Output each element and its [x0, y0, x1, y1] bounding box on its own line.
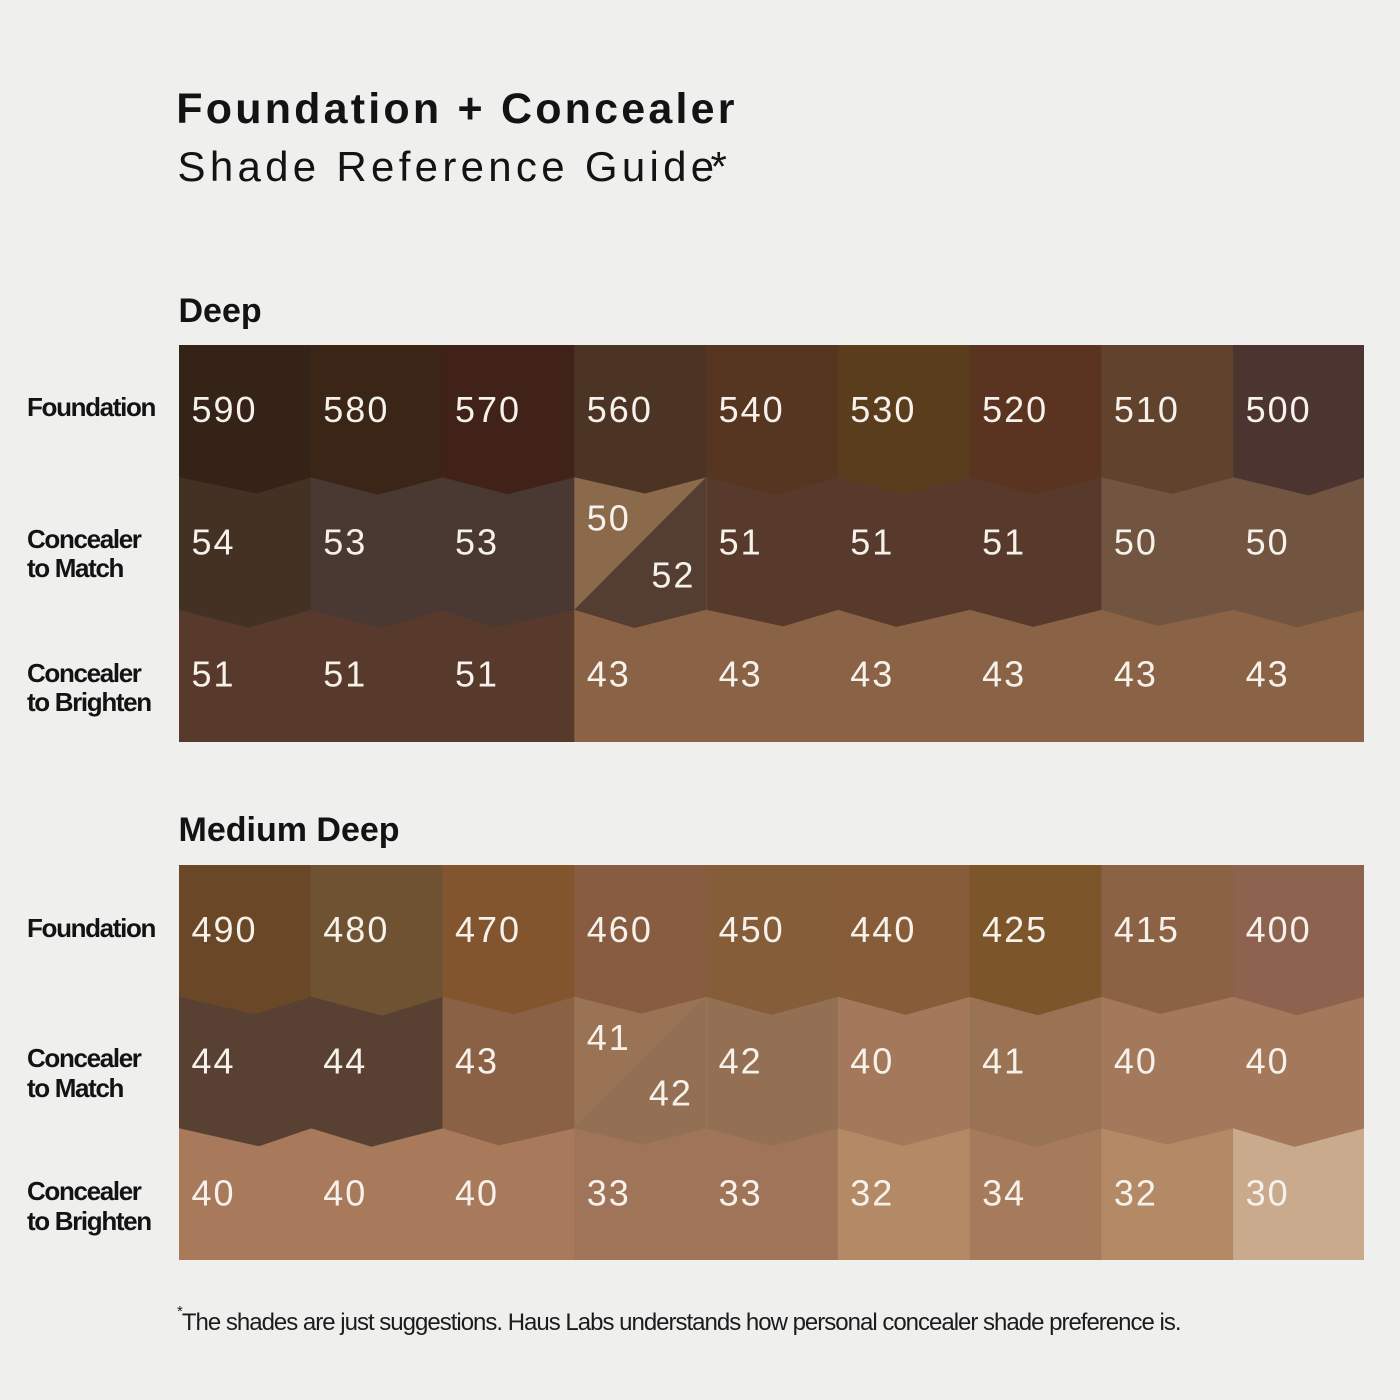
svg-text:44: 44: [191, 1041, 235, 1082]
svg-text:425: 425: [982, 909, 1048, 950]
svg-text:43: 43: [850, 654, 894, 695]
svg-text:33: 33: [586, 1172, 630, 1213]
svg-text:43: 43: [718, 654, 762, 695]
svg-text:42: 42: [718, 1041, 762, 1082]
svg-text:480: 480: [323, 909, 389, 950]
svg-text:43: 43: [1113, 654, 1157, 695]
svg-text:570: 570: [455, 389, 521, 430]
svg-text:42: 42: [648, 1072, 692, 1113]
svg-text:51: 51: [850, 521, 894, 562]
svg-text:33: 33: [718, 1172, 762, 1213]
svg-text:415: 415: [1113, 909, 1179, 950]
svg-text:51: 51: [718, 521, 762, 562]
svg-text:43: 43: [455, 1041, 499, 1082]
svg-text:500: 500: [1245, 389, 1311, 430]
svg-text:450: 450: [718, 909, 784, 950]
svg-text:51: 51: [323, 654, 367, 695]
svg-text:40: 40: [1245, 1041, 1289, 1082]
svg-text:41: 41: [982, 1041, 1026, 1082]
svg-text:40: 40: [1113, 1041, 1157, 1082]
svg-text:510: 510: [1113, 389, 1179, 430]
svg-text:51: 51: [982, 521, 1026, 562]
svg-text:560: 560: [586, 389, 652, 430]
svg-text:580: 580: [323, 389, 389, 430]
svg-text:50: 50: [1245, 521, 1289, 562]
svg-text:41: 41: [586, 1017, 630, 1058]
svg-text:40: 40: [850, 1041, 894, 1082]
svg-text:440: 440: [850, 909, 916, 950]
svg-text:43: 43: [1245, 654, 1289, 695]
svg-text:34: 34: [982, 1172, 1026, 1213]
svg-text:590: 590: [191, 389, 257, 430]
svg-text:40: 40: [455, 1172, 499, 1213]
svg-text:40: 40: [323, 1172, 367, 1213]
svg-text:54: 54: [191, 521, 235, 562]
svg-text:44: 44: [323, 1041, 367, 1082]
svg-text:43: 43: [586, 654, 630, 695]
svg-text:50: 50: [1113, 521, 1157, 562]
svg-text:51: 51: [455, 654, 499, 695]
svg-text:30: 30: [1245, 1172, 1289, 1213]
svg-text:53: 53: [323, 521, 367, 562]
svg-text:490: 490: [191, 909, 257, 950]
svg-text:32: 32: [1113, 1172, 1157, 1213]
svg-text:40: 40: [191, 1172, 235, 1213]
svg-text:520: 520: [982, 389, 1048, 430]
svg-text:400: 400: [1245, 909, 1311, 950]
svg-text:530: 530: [850, 389, 916, 430]
svg-text:470: 470: [455, 909, 521, 950]
svg-text:53: 53: [455, 521, 499, 562]
svg-text:540: 540: [718, 389, 784, 430]
svg-text:32: 32: [850, 1172, 894, 1213]
svg-text:460: 460: [586, 909, 652, 950]
svg-text:52: 52: [651, 554, 695, 595]
svg-text:51: 51: [191, 654, 235, 695]
svg-text:50: 50: [586, 498, 630, 539]
svg-text:43: 43: [982, 654, 1026, 695]
